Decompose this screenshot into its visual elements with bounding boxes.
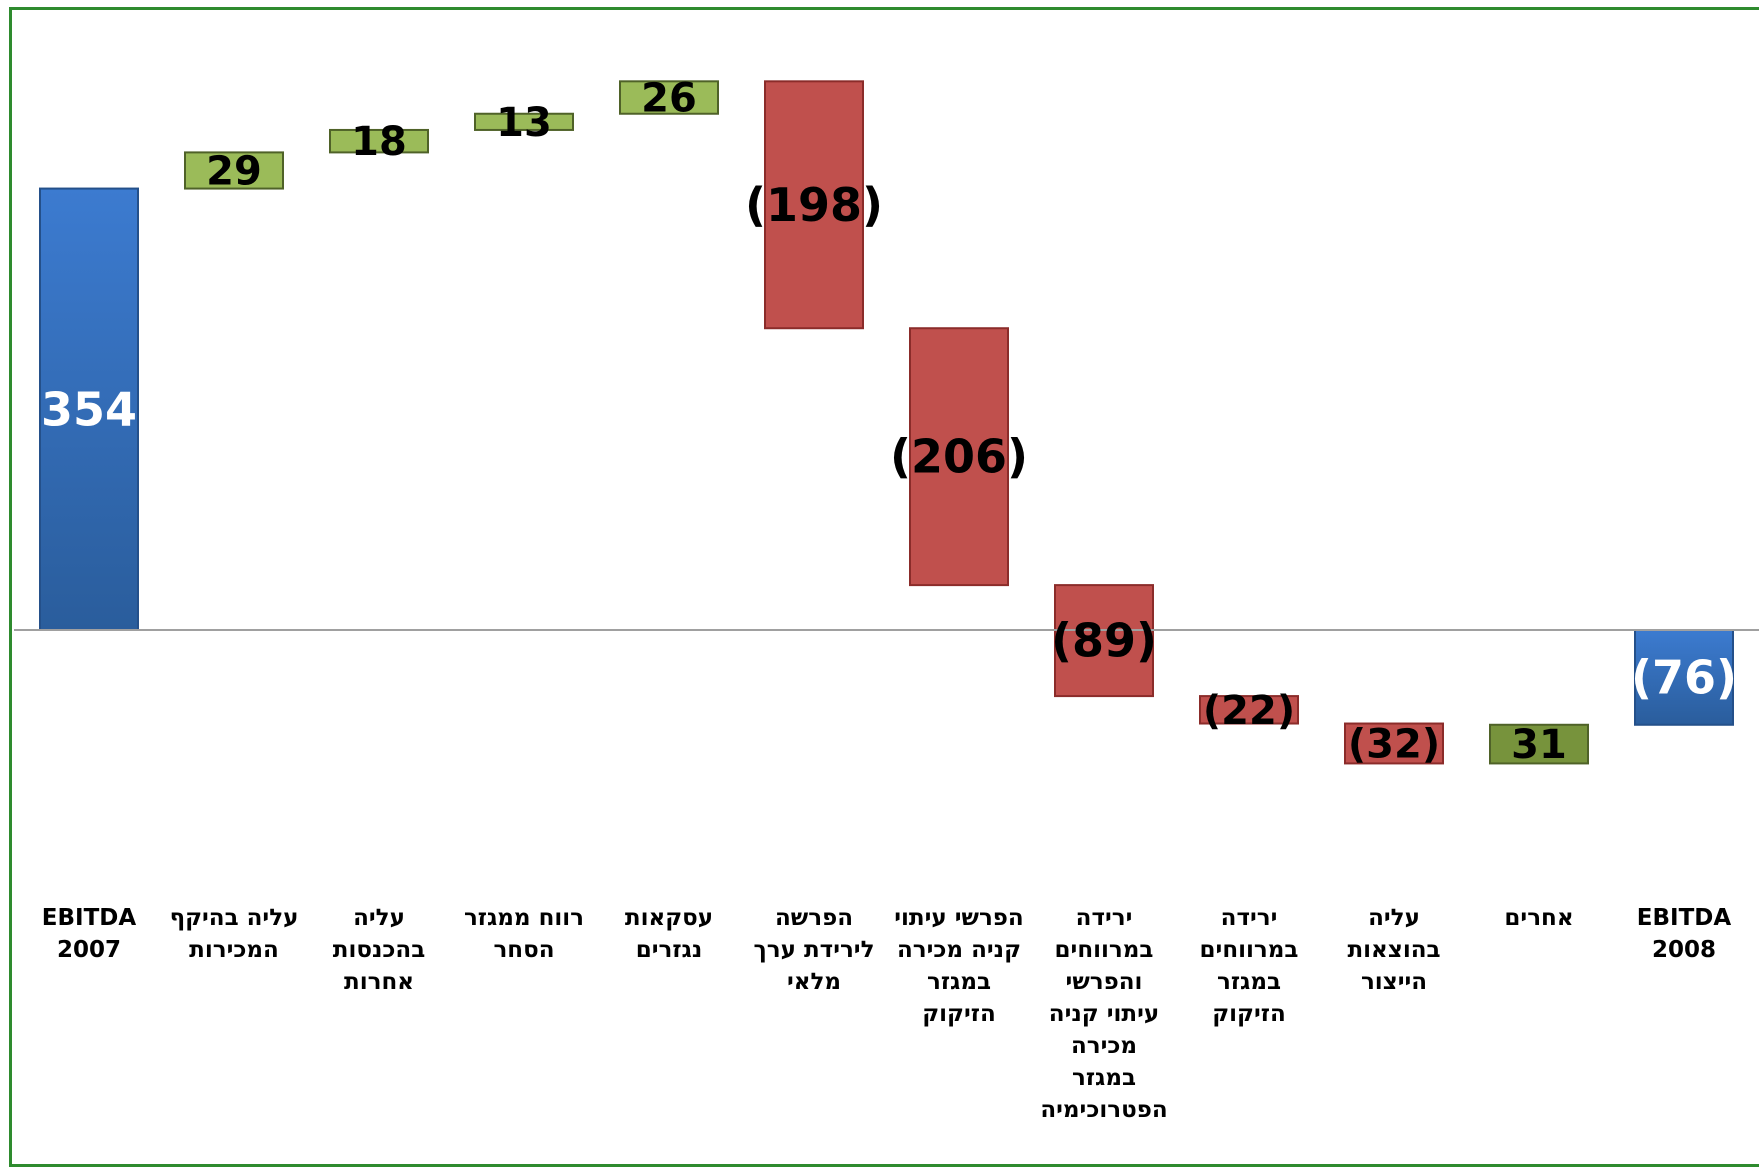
waterfall-bar-6	[764, 80, 864, 330]
category-label-12: EBITDA 2008	[1637, 905, 1732, 963]
bar-value-label-4: 13	[496, 100, 552, 146]
bar-value-label-9: (22)	[1203, 688, 1295, 734]
waterfall-bar-11	[1489, 723, 1589, 765]
waterfall-bar-2	[184, 151, 284, 190]
category-labels-layer: EBITDA 2007 עליה בהיקף המכירות עליה בהכנסות אח…	[42, 905, 1732, 1123]
waterfall-bar-10	[1344, 722, 1444, 765]
value-labels-layer: 354 29 18 13 26 (198) (206) (89) (22) (32) 31 (76)	[41, 76, 1737, 769]
bars-layer	[39, 80, 1734, 765]
bar-value-label-3: 18	[351, 119, 407, 165]
category-label-2: עליה בהיקף המכירות	[170, 905, 299, 963]
category-label-6: הפרשה לירידת ערך מלאי	[754, 905, 875, 995]
bar-value-label-11: 31	[1511, 722, 1567, 768]
category-label-8: ירידה במרווחים והפרשי עיתוי קניה מכירה במגזר ה…	[1040, 905, 1167, 1123]
waterfall-bar-8	[1054, 584, 1154, 698]
bar-value-label-5: 26	[641, 76, 697, 122]
category-label-9: ירידה במרווחים במגזר הזיקוק	[1200, 905, 1299, 1027]
waterfall-bar-5	[619, 80, 719, 115]
bar-value-label-6: (198)	[745, 178, 883, 232]
category-label-10: עליה בהוצאות הייצור	[1347, 905, 1440, 995]
waterfall-bar-7	[909, 327, 1009, 587]
waterfall-bar-3	[329, 128, 429, 154]
bar-value-label-8: (89)	[1051, 614, 1157, 668]
waterfall-bar-1	[39, 187, 139, 631]
waterfall-bar-4	[474, 112, 574, 131]
category-label-5: עסקאות נגזרים	[625, 905, 713, 963]
category-label-3: עליה בהכנסות אחרות	[333, 905, 426, 995]
bar-value-label-1: 354	[41, 382, 137, 436]
category-label-11: אחרים	[1504, 905, 1573, 931]
category-label-4: רווח ממגזר הסחר	[464, 905, 584, 963]
bar-value-label-7: (206)	[890, 430, 1028, 484]
bar-value-label-12: (76)	[1631, 650, 1737, 704]
chart-frame	[9, 7, 1759, 1167]
waterfall-bar-12	[1634, 629, 1734, 726]
bar-value-label-10: (32)	[1348, 721, 1440, 767]
waterfall-bar-9	[1199, 695, 1299, 725]
category-label-1: EBITDA 2007	[42, 905, 137, 963]
category-label-7: הפרשי עיתוי קניה מכירה במגזר הזיקוק	[894, 905, 1023, 1027]
bar-value-label-2: 29	[206, 148, 262, 194]
